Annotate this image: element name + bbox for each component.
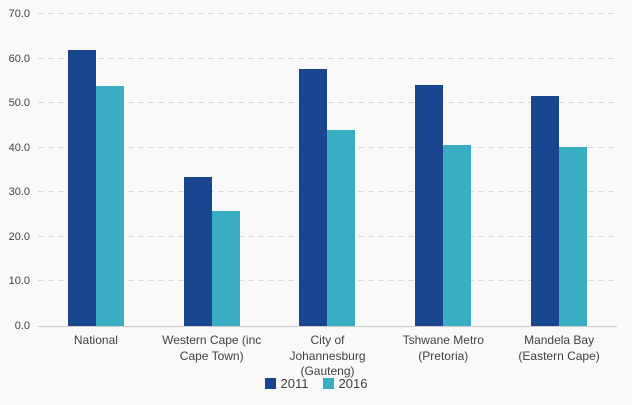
x-axis-label: National [73,333,118,347]
y-tick-label: 20.0 [8,230,30,243]
bar-group [38,14,154,326]
y-tick-label: 0.0 [14,320,30,332]
bar-2016[interactable] [443,144,472,326]
y-tick-label: 50.0 [8,97,30,110]
bar-2011[interactable] [415,85,444,326]
plot-area [38,13,617,327]
bar-2011[interactable] [67,49,96,326]
legend-label: 2016 [338,376,368,391]
bar-groups [38,14,617,326]
x-axis-labels: National Western Cape (inc Cape Town) City… [38,333,617,380]
gridline [38,13,617,14]
bar-group [501,14,617,326]
bar-2016[interactable] [327,129,356,326]
bar-group [270,14,386,326]
legend-item-2011[interactable]: 2011 [264,376,309,391]
legend-item-2016[interactable]: 2016 [322,376,368,391]
y-tick-label: 40.0 [8,141,30,154]
bar-2011[interactable] [299,69,328,326]
gridline [38,57,617,59]
y-tick-label: 70.0 [8,8,30,20]
legend-swatch [322,378,334,389]
x-axis-label: Mandela Bay (Eastern Cape) [518,333,600,363]
bar-group [154,14,270,326]
bar-2016[interactable] [559,147,588,326]
gridline [38,102,617,104]
y-tick-label: 30.0 [8,186,30,199]
x-axis-label: Western Cape (inc Cape Town) [162,333,262,363]
y-tick-label: 10.0 [8,275,30,288]
y-tick-label: 60.0 [8,52,30,65]
y-axis: 0.0 10.0 20.0 30.0 40.0 50.0 60.0 70.0 [0,8,33,332]
x-axis-line [38,326,617,327]
bar-group [385,14,501,326]
bar-2011[interactable] [531,96,560,326]
x-axis-label: Tshwane Metro (Pretoria) [402,333,484,363]
bar-2011[interactable] [183,177,212,326]
x-axis-label: City of Johannesburg (Gauteng) [289,333,366,379]
legend: 2011 2016 [0,376,632,391]
legend-label: 2011 [280,376,309,391]
legend-swatch [264,378,276,389]
bar-2016[interactable] [95,86,124,326]
bar-2016[interactable] [211,210,240,326]
